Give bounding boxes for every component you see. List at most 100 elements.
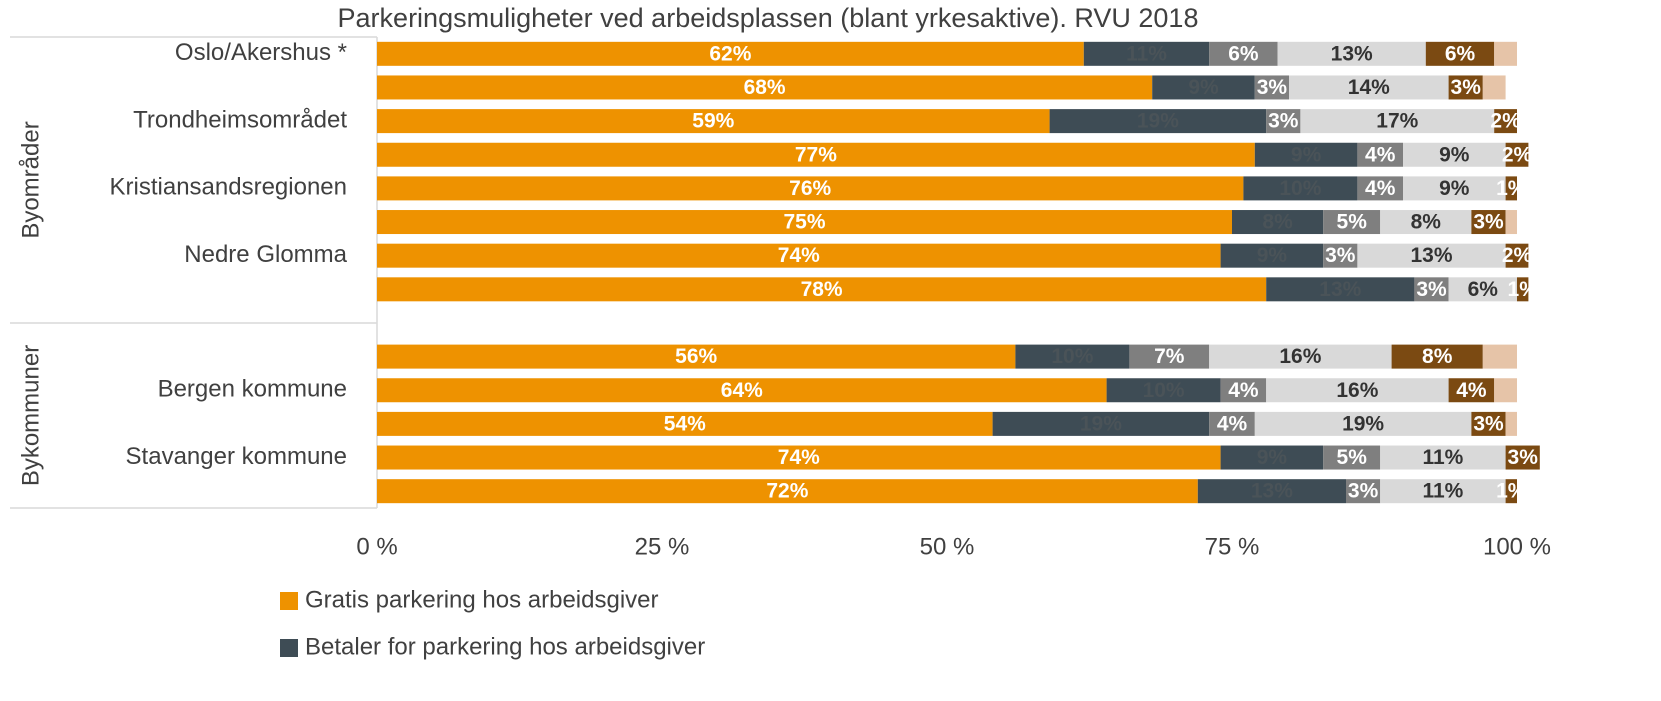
value-label: 13% [1331,42,1373,65]
bar-segment [1505,142,1529,167]
group-label: Bykommuner [17,345,44,486]
value-label: 19% [1342,412,1384,435]
bar-segment [1220,378,1267,403]
bar-segment [377,277,1267,302]
value-label: 3% [1257,76,1288,99]
bar-segment [1505,210,1517,235]
bar-segment [1266,378,1449,403]
value-label: 16% [1336,379,1378,402]
value-label: 74% [778,446,820,469]
bar-segment [1209,344,1392,369]
bar-segment [377,378,1107,403]
value-label: 5% [1337,446,1368,469]
value-label: 6% [1228,42,1259,65]
value-label: 5% [1337,211,1368,234]
value-label: 68% [744,76,786,99]
value-label: 3% [1473,211,1504,234]
value-label: 64% [721,379,763,402]
value-label: 6% [1468,278,1499,301]
bar-segment [1482,344,1517,369]
bar-segment [1505,176,1517,201]
bar-segment [1243,176,1358,201]
value-label: 13% [1251,480,1293,503]
legend-swatch [280,639,298,657]
bar-segment [1266,277,1415,302]
x-tick-label: 0 % [356,533,397,560]
bar-segment [1232,210,1324,235]
bar-segment [1220,243,1324,268]
value-label: 2% [1502,244,1533,267]
value-label: 4% [1217,412,1248,435]
bar-segment [1403,142,1506,167]
bar-segment [1471,210,1506,235]
value-label: 10% [1143,379,1185,402]
value-label: 3% [1268,110,1299,133]
bar-segment [1380,210,1472,235]
bar-segment [1049,109,1267,134]
value-label: 9% [1188,76,1219,99]
bar-segment [1254,411,1472,436]
bar-segment [1471,411,1506,436]
value-label: 62% [709,42,751,65]
bar-segment [1494,41,1517,66]
bar-segment [377,176,1244,201]
value-label: 54% [664,412,706,435]
value-label: 3% [1451,76,1482,99]
bar-segment [1209,411,1255,436]
value-label: 9% [1439,143,1470,166]
value-label: 17% [1376,110,1418,133]
bar-segment [1277,41,1426,66]
bar-segment [1323,243,1358,268]
value-label: 4% [1365,177,1396,200]
bar-segment [1380,479,1506,504]
bar-segment [1425,41,1495,66]
value-label: 3% [1325,244,1356,267]
bar-segment [377,210,1232,235]
bar-segment [1266,109,1301,134]
bar-segment [1346,479,1381,504]
bar-segment [1254,142,1358,167]
value-label: 9% [1257,446,1288,469]
bar-segment [1494,378,1517,403]
legend-label: Betaler for parkering hos arbeidsgiver [305,633,705,660]
value-label: 13% [1410,244,1452,267]
value-label: 7% [1154,345,1185,368]
legend-swatch [280,592,298,610]
value-label: 74% [778,244,820,267]
bar-segment [1220,445,1324,470]
value-label: 8% [1422,345,1453,368]
bar-segment [377,41,1084,66]
legend-label: Gratis parkering hos arbeidsgiver [305,586,659,613]
bar-segment [377,445,1221,470]
value-label: 9% [1291,143,1322,166]
bar-segment [1209,41,1278,66]
x-tick-label: 25 % [635,533,690,560]
value-label: 78% [801,278,843,301]
value-label: 4% [1365,143,1396,166]
value-label: 11% [1126,42,1167,65]
value-label: 9% [1439,177,1470,200]
value-label: 59% [692,110,734,133]
bar-segment [1517,277,1529,302]
bar-segment [1323,210,1381,235]
bar-segment [1391,344,1483,369]
bar-segment [1380,445,1506,470]
y-tick-label: Stavanger kommune [126,443,347,470]
value-label: 56% [675,345,717,368]
bar-segment [1505,479,1517,504]
bar-segment [1494,109,1517,134]
value-label: 8% [1262,211,1293,234]
bar-segment [1403,176,1506,201]
value-label: 3% [1508,446,1539,469]
value-label: 9% [1257,244,1288,267]
group-label: Byområder [17,121,44,238]
bar-segment [1505,411,1517,436]
value-label: 3% [1416,278,1447,301]
value-label: 11% [1422,446,1463,469]
value-label: 1% [1508,278,1539,301]
value-label: 2% [1490,110,1521,133]
bar-segment [377,411,993,436]
y-tick-label: Kristiansandsregionen [110,174,347,201]
y-tick-label: Trondheimsområdet [133,106,347,133]
